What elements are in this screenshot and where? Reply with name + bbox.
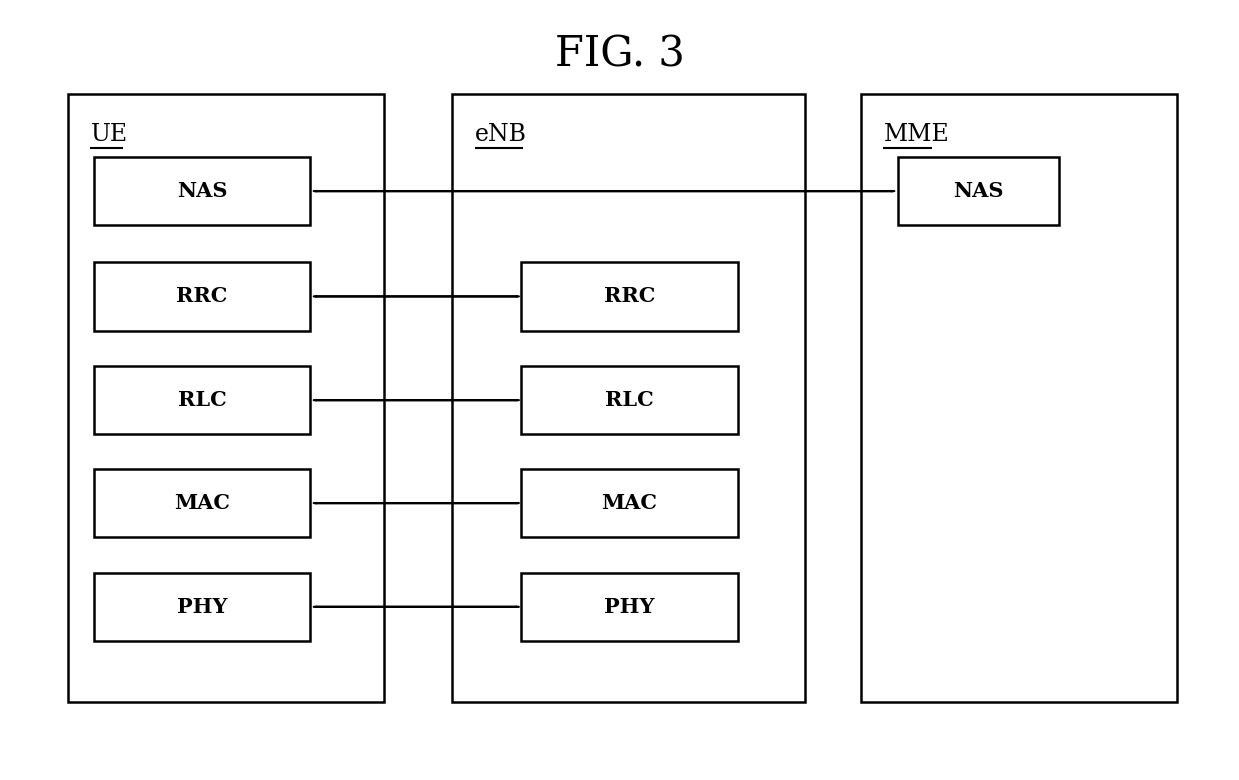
Bar bbox=[898, 157, 1059, 225]
Text: RRC: RRC bbox=[176, 286, 228, 307]
Bar bbox=[520, 366, 737, 434]
Text: RLC: RLC bbox=[177, 390, 227, 410]
Bar bbox=[94, 157, 310, 225]
Text: PHY: PHY bbox=[177, 597, 227, 617]
Bar bbox=[94, 366, 310, 434]
Text: UE: UE bbox=[90, 123, 128, 146]
Text: MAC: MAC bbox=[601, 493, 658, 513]
Text: eNB: eNB bbox=[475, 123, 527, 146]
Text: RRC: RRC bbox=[603, 286, 655, 307]
Text: RLC: RLC bbox=[605, 390, 654, 410]
Bar bbox=[861, 94, 1177, 702]
Text: FIG. 3: FIG. 3 bbox=[555, 34, 684, 76]
Bar bbox=[94, 469, 310, 537]
Bar bbox=[520, 262, 737, 331]
Bar bbox=[94, 262, 310, 331]
Bar bbox=[94, 573, 310, 641]
Text: NAS: NAS bbox=[177, 181, 227, 201]
Bar bbox=[68, 94, 384, 702]
Bar bbox=[520, 573, 737, 641]
Bar bbox=[452, 94, 805, 702]
Text: MME: MME bbox=[883, 123, 949, 146]
Bar bbox=[520, 469, 737, 537]
Text: PHY: PHY bbox=[605, 597, 654, 617]
Text: MAC: MAC bbox=[173, 493, 230, 513]
Text: NAS: NAS bbox=[954, 181, 1004, 201]
